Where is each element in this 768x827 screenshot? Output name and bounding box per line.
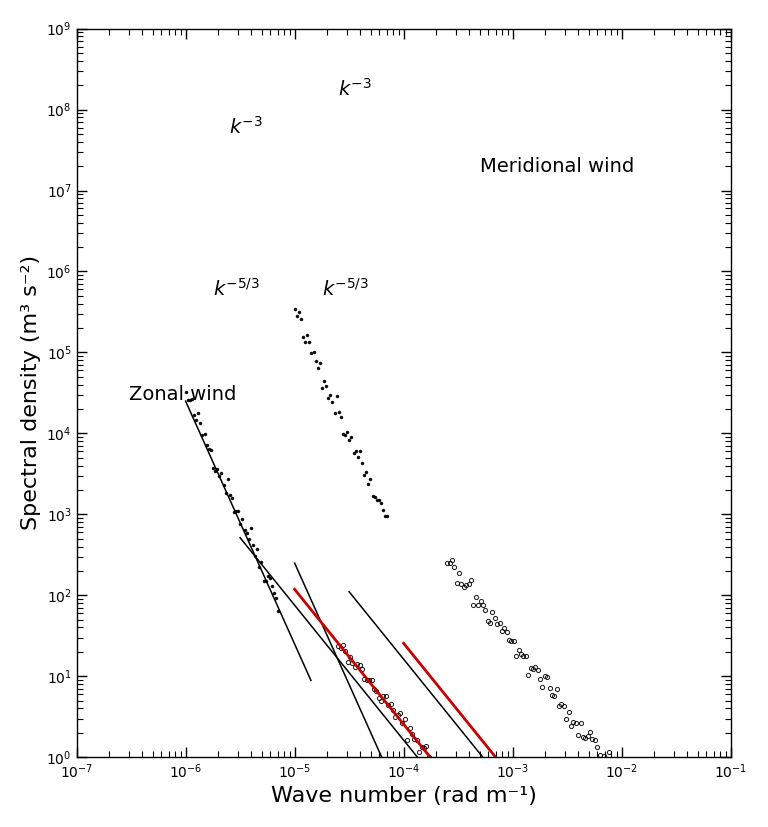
Text: $k^{-3}$: $k^{-3}$ xyxy=(338,78,372,99)
Text: $k^{-5/3}$: $k^{-5/3}$ xyxy=(214,278,260,300)
Text: $k^{-3}$: $k^{-3}$ xyxy=(229,116,263,138)
Y-axis label: Spectral density (m³ s⁻²): Spectral density (m³ s⁻²) xyxy=(21,256,41,530)
Text: Zonal wind: Zonal wind xyxy=(128,385,236,404)
Text: $k^{-5/3}$: $k^{-5/3}$ xyxy=(323,278,369,300)
X-axis label: Wave number (rad m⁻¹): Wave number (rad m⁻¹) xyxy=(270,786,537,806)
Text: Meridional wind: Meridional wind xyxy=(480,156,634,175)
